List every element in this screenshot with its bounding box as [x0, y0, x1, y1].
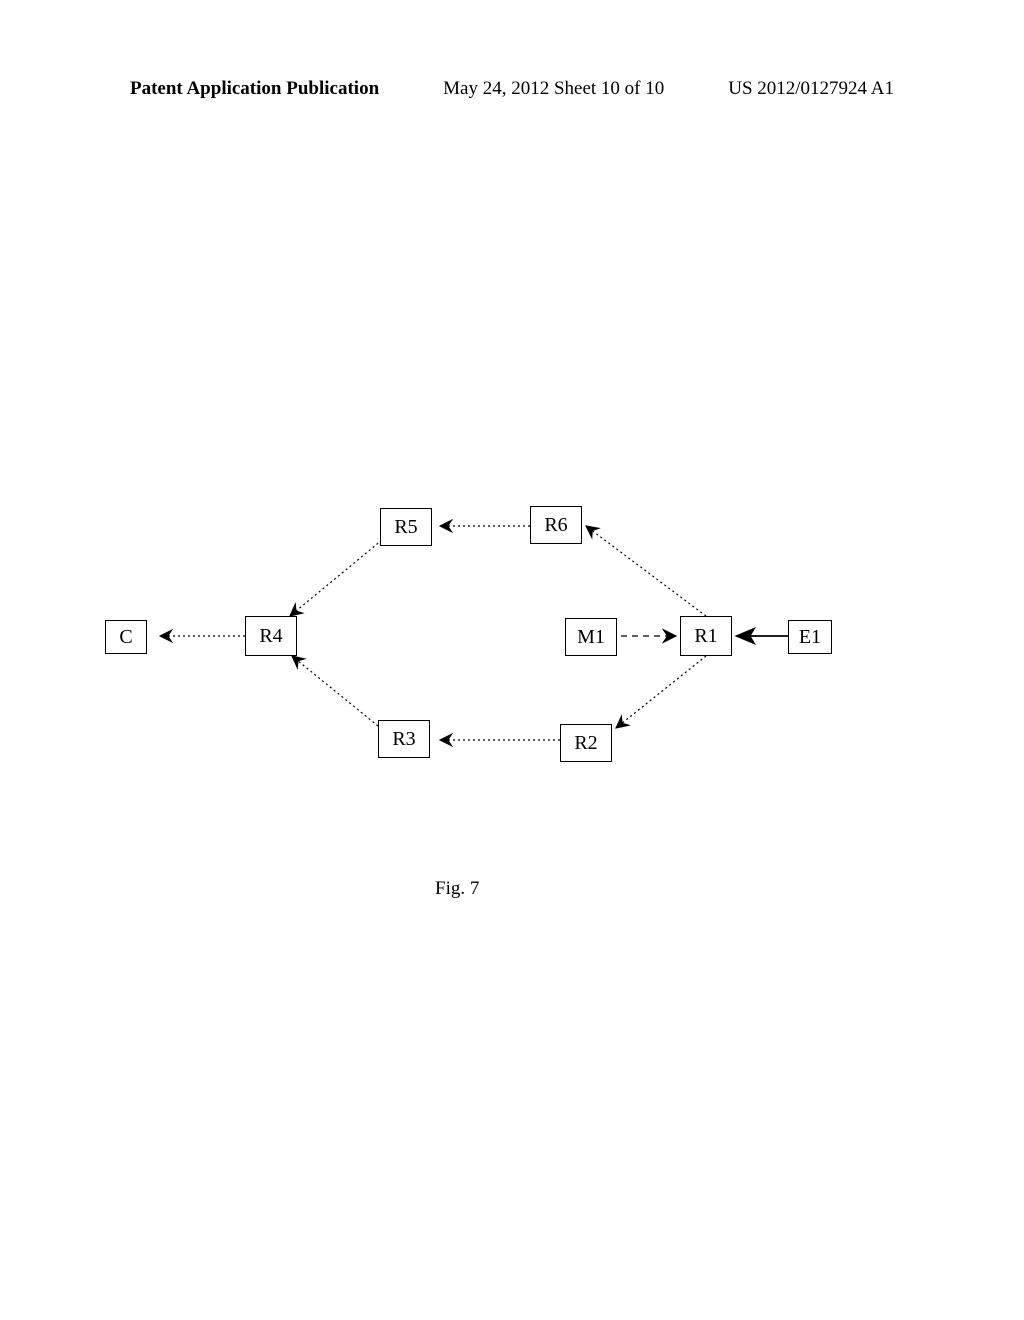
node-r6: R6 — [530, 506, 582, 544]
edge-r1-r6 — [586, 526, 706, 616]
page-header: Patent Application Publication May 24, 2… — [0, 78, 1024, 100]
diagram-edges — [100, 480, 920, 830]
node-r3: R3 — [378, 720, 430, 758]
edge-r5-r4 — [290, 540, 382, 616]
edge-r1-r2 — [616, 656, 706, 728]
header-center: May 24, 2012 Sheet 10 of 10 — [443, 78, 664, 100]
network-diagram: C R4 R5 R6 R3 R2 M1 R1 E1 — [100, 480, 920, 830]
header-right: US 2012/0127924 A1 — [728, 78, 894, 100]
node-e1: E1 — [788, 620, 832, 654]
node-m1: M1 — [565, 618, 617, 656]
figure-caption: Fig. 7 — [435, 878, 479, 900]
node-r2: R2 — [560, 724, 612, 762]
node-r4: R4 — [245, 616, 297, 656]
node-r5: R5 — [380, 508, 432, 546]
edge-r3-r4 — [292, 656, 378, 726]
header-left: Patent Application Publication — [130, 78, 379, 100]
node-c: C — [105, 620, 147, 654]
node-r1: R1 — [680, 616, 732, 656]
